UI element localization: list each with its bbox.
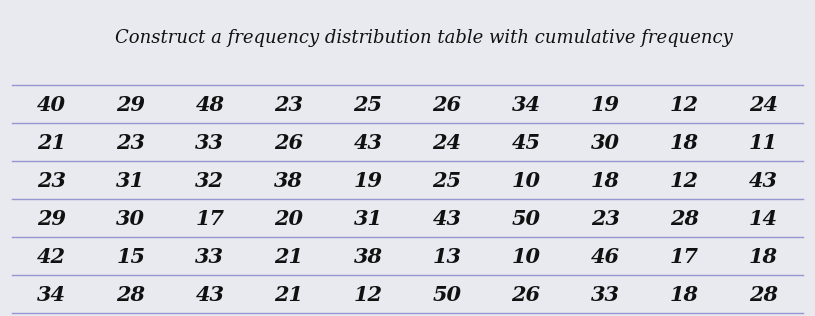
Text: 25: 25 bbox=[354, 95, 382, 115]
Text: 33: 33 bbox=[591, 285, 619, 305]
Text: 26: 26 bbox=[275, 133, 303, 153]
Text: 18: 18 bbox=[670, 133, 698, 153]
Text: 48: 48 bbox=[196, 95, 224, 115]
Text: 20: 20 bbox=[275, 209, 303, 229]
Text: 26: 26 bbox=[512, 285, 540, 305]
Text: 14: 14 bbox=[749, 209, 778, 229]
Text: 21: 21 bbox=[37, 133, 66, 153]
Text: 34: 34 bbox=[512, 95, 540, 115]
Text: 15: 15 bbox=[117, 247, 145, 267]
Text: 29: 29 bbox=[37, 209, 66, 229]
Text: 21: 21 bbox=[275, 285, 303, 305]
Text: 32: 32 bbox=[196, 171, 224, 191]
Text: 10: 10 bbox=[512, 171, 540, 191]
Text: 28: 28 bbox=[670, 209, 698, 229]
Text: 12: 12 bbox=[354, 285, 382, 305]
Text: 43: 43 bbox=[196, 285, 224, 305]
Text: 17: 17 bbox=[196, 209, 224, 229]
Text: 29: 29 bbox=[117, 95, 145, 115]
Text: 34: 34 bbox=[37, 285, 66, 305]
Text: 31: 31 bbox=[354, 209, 382, 229]
Text: 18: 18 bbox=[591, 171, 619, 191]
Text: 50: 50 bbox=[512, 209, 540, 229]
Text: 45: 45 bbox=[512, 133, 540, 153]
Text: 12: 12 bbox=[670, 95, 698, 115]
Text: 24: 24 bbox=[749, 95, 778, 115]
Text: 13: 13 bbox=[433, 247, 461, 267]
Text: 40: 40 bbox=[37, 95, 66, 115]
Text: 31: 31 bbox=[117, 171, 145, 191]
Text: 30: 30 bbox=[591, 133, 619, 153]
Text: 43: 43 bbox=[433, 209, 461, 229]
Text: 26: 26 bbox=[433, 95, 461, 115]
Text: 43: 43 bbox=[749, 171, 778, 191]
Text: 23: 23 bbox=[275, 95, 303, 115]
Text: 33: 33 bbox=[196, 133, 224, 153]
Text: 10: 10 bbox=[512, 247, 540, 267]
Text: 46: 46 bbox=[591, 247, 619, 267]
Text: 11: 11 bbox=[749, 133, 778, 153]
Text: 21: 21 bbox=[275, 247, 303, 267]
Text: 30: 30 bbox=[117, 209, 145, 229]
Text: Construct a frequency distribution table with cumulative frequency: Construct a frequency distribution table… bbox=[115, 29, 733, 47]
Text: 24: 24 bbox=[433, 133, 461, 153]
Text: 38: 38 bbox=[275, 171, 303, 191]
Text: 43: 43 bbox=[354, 133, 382, 153]
Text: 23: 23 bbox=[591, 209, 619, 229]
Text: 17: 17 bbox=[670, 247, 698, 267]
Text: 19: 19 bbox=[354, 171, 382, 191]
Text: 28: 28 bbox=[117, 285, 145, 305]
Text: 38: 38 bbox=[354, 247, 382, 267]
Text: 50: 50 bbox=[433, 285, 461, 305]
Text: 18: 18 bbox=[670, 285, 698, 305]
Text: 12: 12 bbox=[670, 171, 698, 191]
Text: 18: 18 bbox=[749, 247, 778, 267]
Text: 42: 42 bbox=[37, 247, 66, 267]
Text: 33: 33 bbox=[196, 247, 224, 267]
Text: 23: 23 bbox=[37, 171, 66, 191]
Text: 19: 19 bbox=[591, 95, 619, 115]
Text: 28: 28 bbox=[749, 285, 778, 305]
Text: 25: 25 bbox=[433, 171, 461, 191]
Text: 23: 23 bbox=[117, 133, 145, 153]
